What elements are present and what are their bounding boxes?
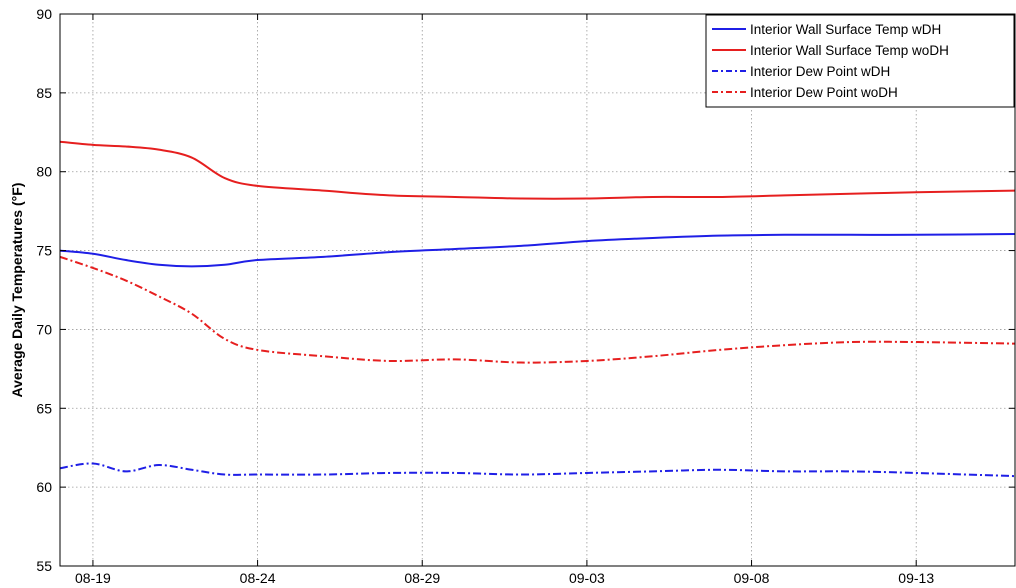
legend-label-1: Interior Wall Surface Temp wDH [750,22,941,37]
grid-layer [60,14,1015,566]
x-tick-label: 09-08 [734,570,770,586]
series-line-2 [59,140,1016,200]
plot-frame [59,13,1016,567]
y-tick-label: 65 [36,400,52,416]
y-tick-label: 85 [36,85,52,101]
series-layer [59,140,1016,478]
y-tick-label: 70 [36,321,52,337]
legend-label-2: Interior Wall Surface Temp woDH [750,43,949,58]
y-tick-label: 75 [36,243,52,259]
y-axis-label: Average Daily Temperatures (°F) [9,183,25,398]
legend-label-3: Interior Dew Point wDH [750,64,890,79]
legend: Interior Wall Surface Temp wDH Interior W… [705,14,1015,108]
y-tick-label: 55 [36,558,52,574]
x-tick-label: 09-03 [569,570,605,586]
legend-label-4: Interior Dew Point woDH [750,85,898,100]
x-tick-label: 08-19 [75,570,111,586]
x-tick-label: 08-24 [240,570,276,586]
y-tick-label: 90 [36,6,52,22]
y-tick-label: 80 [36,164,52,180]
x-tick-label: 09-13 [898,570,934,586]
legend-box [705,14,1015,108]
y-tick-label: 60 [36,479,52,495]
x-tick-label: 08-29 [404,570,440,586]
series-line-3 [59,462,1016,478]
label-layer: 55 60 65 70 75 80 85 90 08-19 08-24 08-29 09-03 09-0… [9,6,934,586]
series-line-1 [59,233,1016,268]
series-line-4 [59,255,1016,364]
